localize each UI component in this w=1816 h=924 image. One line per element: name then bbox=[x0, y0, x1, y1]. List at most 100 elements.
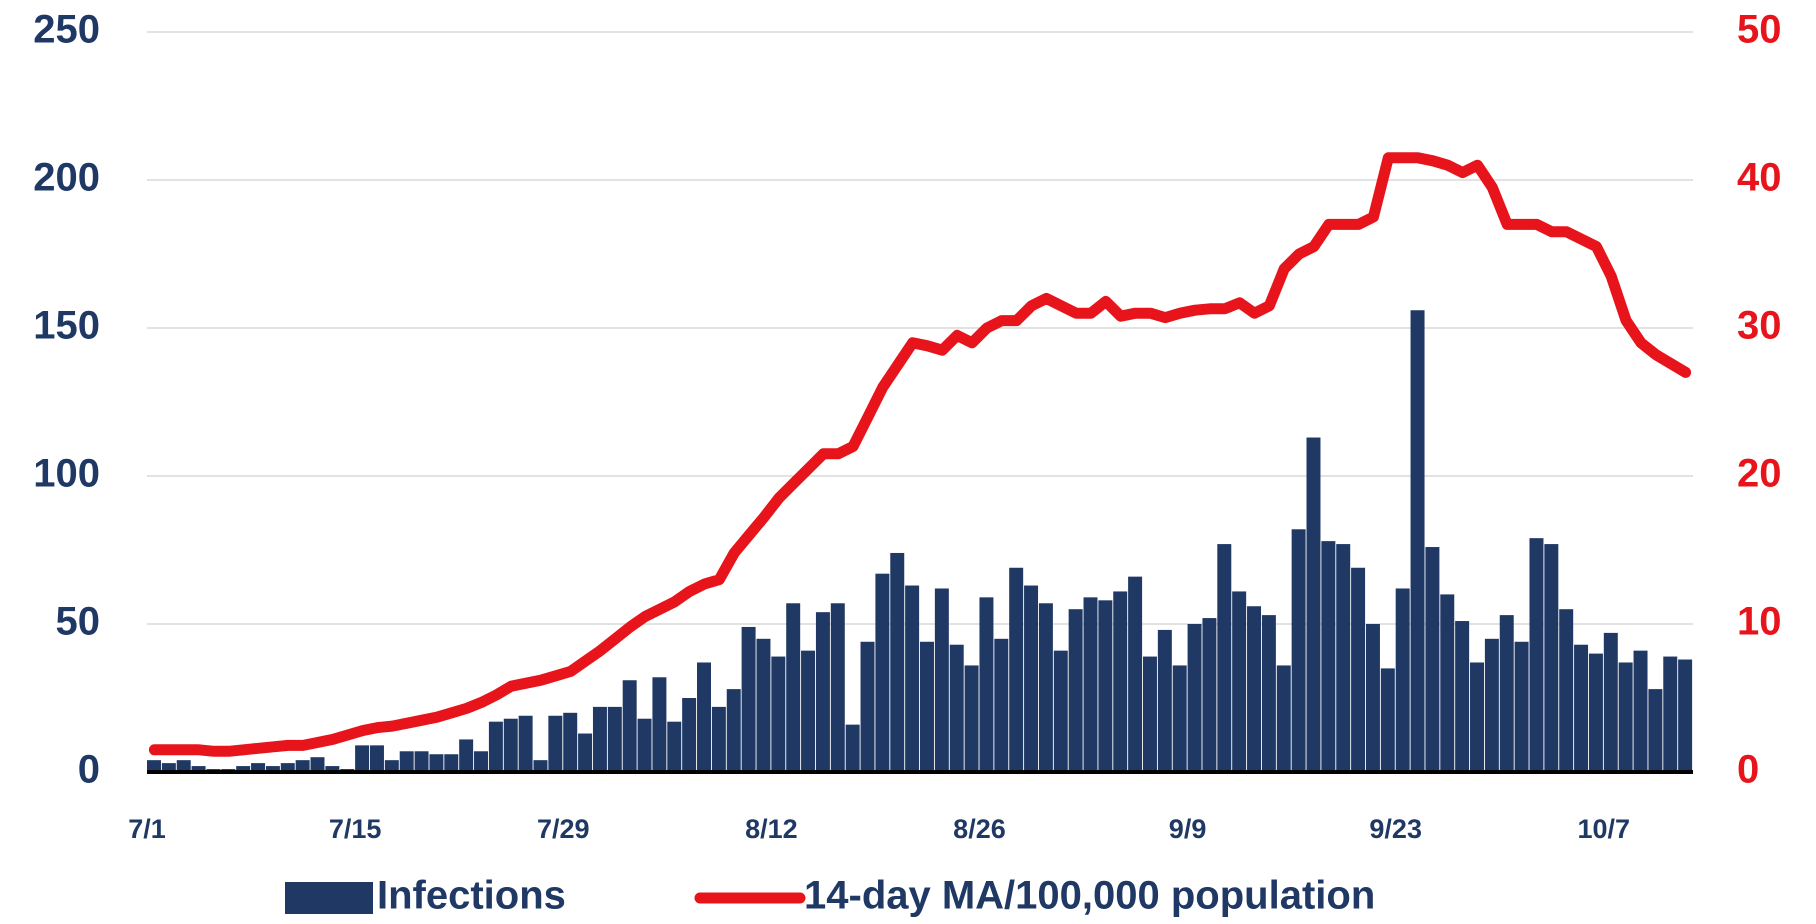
y-tick-label: 250 bbox=[33, 8, 100, 52]
bar bbox=[147, 760, 161, 772]
x-tick-label: 7/15 bbox=[329, 814, 382, 844]
bar bbox=[667, 721, 682, 772]
bar bbox=[355, 745, 370, 772]
y-tick-label: 50 bbox=[56, 600, 101, 644]
bar bbox=[1142, 656, 1157, 772]
bar bbox=[1618, 662, 1633, 772]
bar bbox=[1053, 650, 1068, 772]
bar bbox=[994, 638, 1009, 772]
bar bbox=[979, 597, 994, 772]
bar bbox=[1678, 659, 1693, 772]
bar bbox=[875, 573, 890, 772]
bar bbox=[1425, 547, 1440, 772]
bar bbox=[1321, 541, 1336, 772]
bar bbox=[1098, 600, 1113, 772]
legend-swatch bbox=[285, 882, 373, 914]
x-tick-label: 8/12 bbox=[745, 814, 798, 844]
x-tick-label: 8/26 bbox=[953, 814, 1006, 844]
bar bbox=[934, 588, 949, 772]
bar bbox=[191, 766, 206, 772]
bar bbox=[607, 706, 622, 772]
bar bbox=[488, 721, 503, 772]
bar bbox=[414, 751, 429, 772]
bar bbox=[964, 665, 979, 772]
bar bbox=[1083, 597, 1098, 772]
bar bbox=[1291, 529, 1306, 772]
x-tick-label: 10/7 bbox=[1578, 814, 1631, 844]
y2-tick-label: 10 bbox=[1737, 600, 1782, 644]
bar bbox=[1529, 538, 1544, 772]
bar bbox=[1499, 615, 1514, 772]
bar bbox=[949, 644, 964, 772]
bar bbox=[592, 706, 607, 772]
bar bbox=[1217, 544, 1232, 772]
bar bbox=[1276, 665, 1291, 772]
bar bbox=[474, 751, 489, 772]
bar bbox=[1157, 629, 1172, 772]
bar bbox=[1410, 310, 1425, 772]
bar bbox=[890, 552, 905, 772]
bar bbox=[1648, 689, 1663, 772]
bar bbox=[444, 754, 459, 772]
bar bbox=[399, 751, 414, 772]
bar bbox=[1202, 618, 1217, 772]
bar bbox=[726, 689, 741, 772]
bar bbox=[905, 585, 920, 772]
bar bbox=[1024, 585, 1039, 772]
y-tick-label: 150 bbox=[33, 304, 100, 348]
bar bbox=[756, 638, 771, 772]
bar bbox=[325, 766, 340, 772]
bar bbox=[1365, 624, 1380, 772]
bar bbox=[1514, 641, 1529, 772]
bar bbox=[1336, 544, 1351, 772]
x-tick-label: 9/23 bbox=[1369, 814, 1422, 844]
bar bbox=[236, 766, 251, 772]
bar bbox=[533, 760, 548, 772]
y2-tick-label: 30 bbox=[1737, 304, 1782, 348]
bar bbox=[711, 706, 726, 772]
bar bbox=[503, 718, 518, 772]
y2-tick-label: 40 bbox=[1737, 156, 1782, 200]
x-tick-label: 7/1 bbox=[128, 814, 166, 844]
bar bbox=[1068, 609, 1083, 772]
bar bbox=[1559, 609, 1574, 772]
bar bbox=[295, 760, 310, 772]
bar bbox=[830, 603, 845, 772]
bar bbox=[369, 745, 384, 772]
bar bbox=[786, 603, 801, 772]
bar bbox=[845, 724, 860, 772]
bar bbox=[1113, 591, 1128, 772]
y-tick-label: 0 bbox=[78, 748, 100, 792]
y-tick-label: 100 bbox=[33, 452, 100, 496]
bar bbox=[741, 626, 756, 772]
bar bbox=[1395, 588, 1410, 772]
y2-tick-label: 20 bbox=[1737, 452, 1782, 496]
bar bbox=[652, 677, 667, 772]
bar bbox=[697, 662, 711, 772]
bar bbox=[1470, 662, 1484, 772]
bar bbox=[1380, 668, 1395, 772]
bar bbox=[1663, 656, 1678, 772]
bar bbox=[563, 712, 578, 772]
bar bbox=[1440, 594, 1455, 772]
bar bbox=[251, 763, 266, 772]
bar bbox=[518, 715, 533, 772]
bar bbox=[1603, 632, 1618, 772]
bar bbox=[1128, 576, 1143, 772]
legend-label: 14-day MA/100,000 population bbox=[804, 874, 1375, 918]
bar bbox=[801, 650, 816, 772]
bar bbox=[1455, 621, 1470, 772]
bar bbox=[310, 757, 325, 772]
bar bbox=[384, 760, 399, 772]
bar bbox=[815, 612, 830, 772]
y2-tick-label: 50 bbox=[1737, 8, 1782, 52]
bar bbox=[578, 733, 593, 772]
bar bbox=[622, 680, 637, 772]
bar bbox=[1232, 591, 1247, 772]
bar bbox=[1484, 638, 1499, 772]
line bbox=[148, 152, 1692, 757]
bar bbox=[161, 763, 176, 772]
bar bbox=[1574, 644, 1589, 772]
bar bbox=[176, 760, 191, 772]
